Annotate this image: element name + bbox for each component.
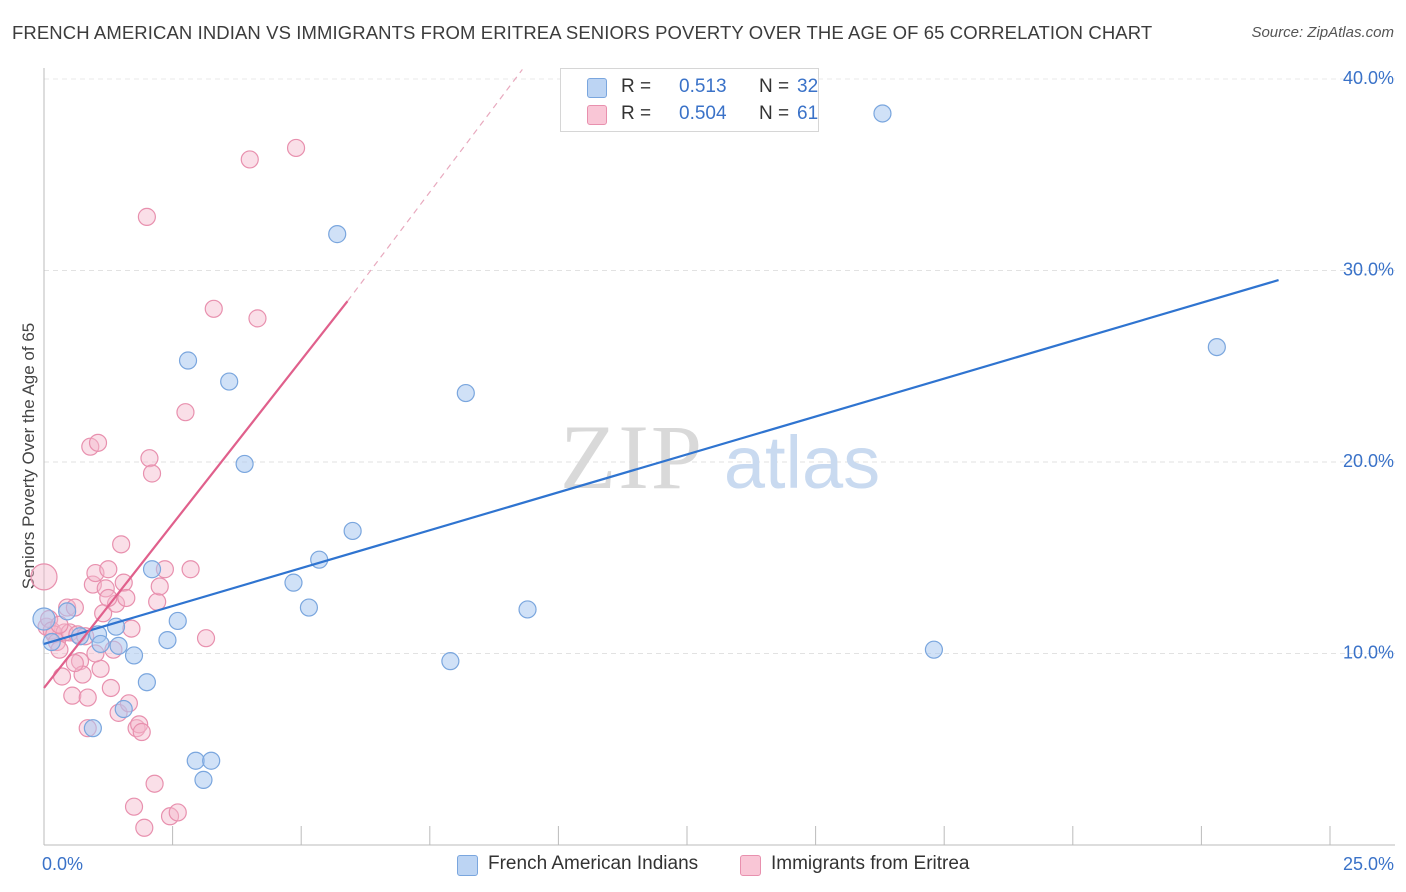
- point-french-american-indian: [194, 770, 213, 789]
- point-french-american-indian: [518, 600, 537, 619]
- correlation-legend: R = 0.513 N = 32 R = 0.504 N = 61: [560, 68, 819, 132]
- point-eritrea: [112, 535, 131, 554]
- point-eritrea: [63, 686, 82, 705]
- legend-n-value: 32: [797, 76, 819, 97]
- point-french-american-indian: [124, 646, 144, 665]
- point-french-american-indian: [83, 719, 102, 738]
- point-eritrea: [145, 774, 164, 793]
- y-tick-label: 30.0%: [1343, 260, 1394, 280]
- point-french-american-indian: [142, 560, 162, 579]
- point-french-american-indian: [873, 104, 892, 123]
- point-french-american-indian: [441, 652, 460, 671]
- legend-r-label: R =: [621, 103, 652, 124]
- point-eritrea: [137, 207, 156, 226]
- point-french-american-indian: [924, 640, 944, 659]
- legend-swatch-pink: [740, 855, 761, 876]
- point-french-american-indian: [299, 598, 319, 617]
- legend-swatch-blue: [587, 78, 607, 98]
- tick-labels: 10.0% 20.0% 30.0% 40.0% 0.0% 25.0%: [42, 68, 1394, 874]
- point-french-american-indian: [235, 454, 254, 474]
- point-french-american-indian: [456, 383, 475, 403]
- legend-n-label: N =: [759, 103, 790, 124]
- trend-line-french-american-indians: [43, 279, 1279, 645]
- axes: [43, 68, 1395, 846]
- point-eritrea: [65, 653, 84, 673]
- point-eritrea: [196, 629, 216, 648]
- point-french-american-indian: [284, 573, 303, 592]
- trend-line-eritrea-extension: [347, 69, 523, 302]
- point-french-american-indian: [202, 751, 221, 770]
- watermark-atlas: atlas: [724, 421, 880, 504]
- point-eritrea: [78, 688, 97, 707]
- point-eritrea: [181, 560, 200, 579]
- point-eritrea: [122, 619, 141, 638]
- point-french-american-indian: [91, 634, 110, 654]
- point-eritrea: [114, 573, 133, 592]
- point-eritrea: [52, 667, 72, 686]
- point-french-american-indian: [114, 699, 133, 719]
- legend-r-value: 0.513: [679, 76, 727, 97]
- legend-series-name: Immigrants from Eritrea: [771, 853, 970, 874]
- point-french-american-indian: [328, 225, 347, 244]
- watermark-zip: ZIP: [560, 406, 704, 508]
- point-eritrea: [124, 797, 144, 816]
- point-eritrea: [91, 659, 110, 678]
- legend-swatch-blue: [457, 855, 478, 876]
- legend-r-value: 0.504: [679, 103, 727, 124]
- point-eritrea: [240, 150, 259, 169]
- y-tick-label: 20.0%: [1343, 451, 1394, 471]
- point-eritrea: [140, 449, 159, 468]
- point-french-american-indian: [32, 607, 56, 631]
- point-eritrea: [132, 722, 151, 742]
- point-french-american-indian: [109, 636, 128, 655]
- legend-n-label: N =: [759, 76, 790, 97]
- point-french-american-indian: [137, 673, 156, 692]
- point-eritrea: [88, 433, 108, 452]
- trend-line-eritrea: [43, 300, 349, 689]
- point-eritrea: [168, 803, 187, 822]
- source-label: Source: ZipAtlas.com: [1251, 24, 1394, 41]
- point-french-american-indian: [168, 611, 187, 631]
- x-tick-label: 0.0%: [42, 854, 83, 874]
- point-eritrea: [204, 299, 223, 318]
- legend-series-name: French American Indians: [488, 853, 699, 874]
- point-eritrea: [101, 678, 120, 698]
- point-eritrea: [248, 309, 267, 328]
- series-eritrea-points: [30, 138, 306, 837]
- point-eritrea: [117, 588, 136, 608]
- point-eritrea: [150, 577, 169, 596]
- point-eritrea: [99, 560, 118, 579]
- chart-title: FRENCH AMERICAN INDIAN VS IMMIGRANTS FRO…: [12, 22, 1153, 43]
- point-french-american-indian: [178, 351, 198, 370]
- point-french-american-indian: [158, 630, 177, 650]
- legend-n-value: 61: [797, 103, 819, 124]
- x-tick-label: 25.0%: [1343, 854, 1394, 874]
- y-tick-label: 10.0%: [1343, 643, 1394, 663]
- point-eritrea: [176, 403, 195, 422]
- point-eritrea: [135, 818, 154, 837]
- point-french-american-indian: [343, 521, 362, 541]
- point-french-american-indian: [220, 372, 239, 391]
- point-eritrea: [30, 563, 58, 591]
- legend-swatch-pink: [587, 105, 607, 125]
- trend-lines: [43, 69, 1279, 689]
- point-eritrea: [286, 138, 306, 158]
- legend-r-label: R =: [621, 76, 652, 97]
- point-french-american-indian: [1207, 338, 1226, 357]
- point-french-american-indian: [58, 602, 77, 621]
- watermark: ZIP atlas: [560, 406, 880, 508]
- point-french-american-indian: [186, 751, 205, 770]
- y-tick-label: 40.0%: [1343, 68, 1394, 88]
- point-eritrea: [142, 464, 162, 483]
